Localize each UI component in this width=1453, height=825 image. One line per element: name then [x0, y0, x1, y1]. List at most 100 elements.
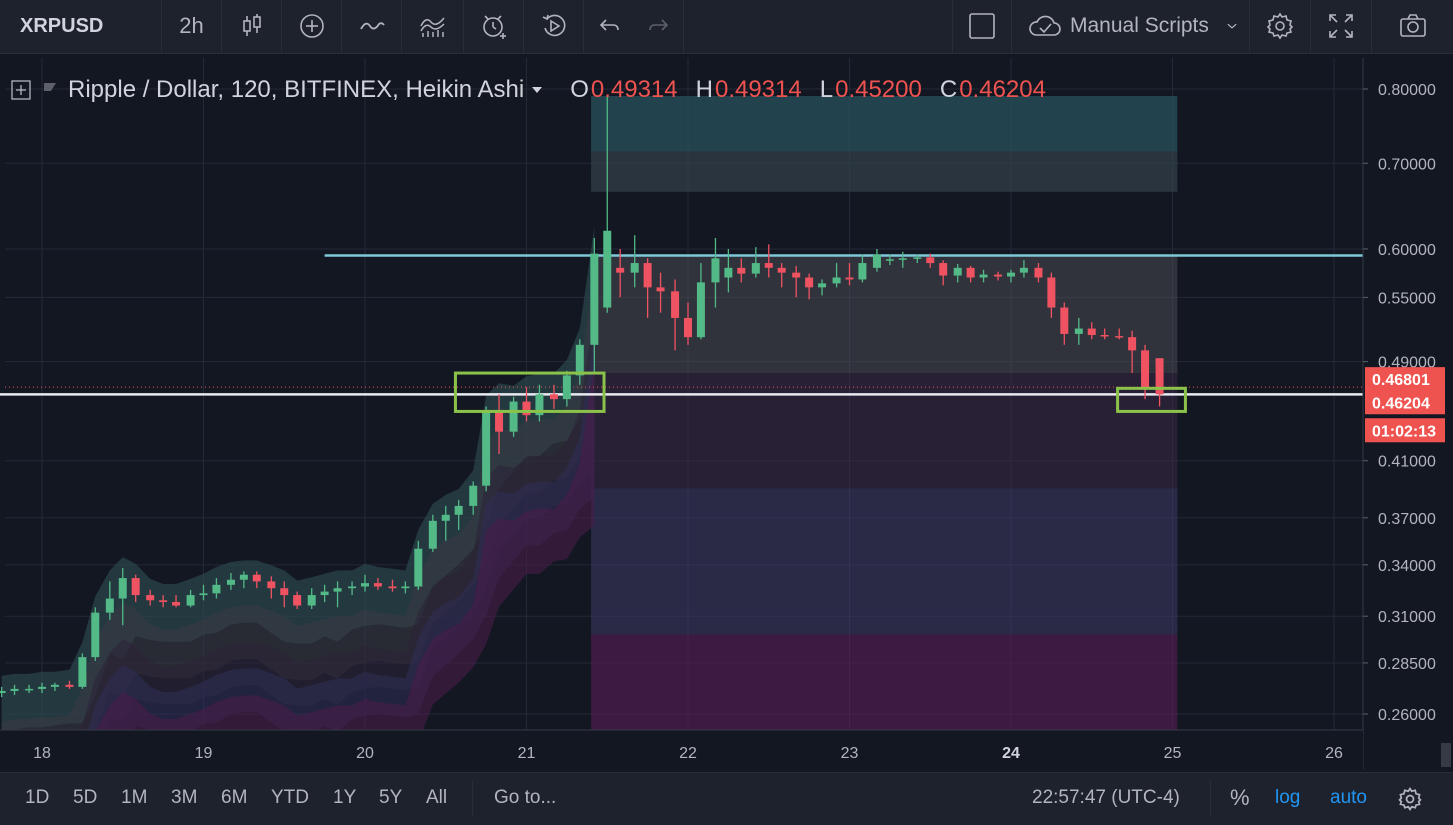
range-1d[interactable]: 1D: [25, 787, 50, 808]
candle-body: [1155, 358, 1164, 395]
candle-body: [1034, 267, 1043, 278]
candle-body: [293, 595, 302, 606]
caret-down-icon[interactable]: [530, 83, 544, 97]
candle: [845, 263, 854, 286]
band-low-1: [591, 373, 1178, 489]
candle-body: [590, 253, 599, 345]
range-all[interactable]: All: [426, 787, 448, 808]
candle: [737, 258, 746, 283]
candle-body: [38, 686, 46, 689]
time-tick-label: 20: [356, 745, 374, 762]
candle-body: [522, 401, 531, 416]
candle: [91, 607, 100, 661]
candle-body: [267, 581, 276, 589]
channel-low-area: [1, 309, 595, 770]
candle: [495, 394, 504, 454]
snapshot-button[interactable]: [1372, 0, 1453, 52]
time-tick-label: 18: [33, 745, 51, 762]
price-chart[interactable]: 0.800000.700000.600000.550000.490000.410…: [0, 58, 1453, 770]
candle-body: [105, 598, 114, 613]
candle: [764, 244, 773, 278]
candle-body: [1128, 337, 1137, 351]
candle: [590, 237, 599, 374]
candle: [428, 514, 437, 552]
candle-body: [441, 514, 450, 521]
time-tick-label: 21: [518, 745, 536, 762]
candle: [872, 248, 881, 272]
candle-body: [10, 688, 19, 691]
low-label: L: [819, 76, 834, 103]
candle: [172, 595, 181, 608]
indicators-button[interactable]: [342, 0, 402, 52]
close-label: C: [939, 76, 958, 103]
percent-toggle[interactable]: %: [1230, 785, 1250, 810]
redo-button[interactable]: [634, 0, 684, 52]
candle: [1141, 344, 1150, 400]
highlight-box: [453, 371, 606, 413]
replay-button[interactable]: [524, 0, 584, 52]
candle-body: [939, 263, 948, 276]
candle-body: [495, 411, 504, 432]
candle: [616, 248, 625, 298]
range-1m[interactable]: 1M: [121, 787, 148, 808]
collapse-square-icon[interactable]: [10, 79, 32, 101]
range-5y[interactable]: 5Y: [379, 787, 403, 808]
gear-icon[interactable]: [1397, 786, 1423, 812]
range-5d[interactable]: 5D: [73, 787, 98, 808]
candle-body: [65, 684, 74, 687]
interval-button[interactable]: 2h: [162, 0, 222, 52]
chart-area[interactable]: 0.80000 0.70000 0.60000 0.55000 0.49000 0.410…: [0, 58, 1453, 770]
candle-body: [333, 588, 342, 592]
candle-body: [535, 394, 544, 416]
candle: [320, 584, 329, 603]
candle: [212, 578, 221, 599]
undo-button[interactable]: [584, 0, 634, 52]
candle: [348, 581, 357, 596]
candle-body: [1060, 307, 1069, 334]
time-axis-bg: [0, 730, 1363, 770]
band-upper-2: [591, 151, 1178, 192]
candle: [562, 370, 571, 407]
candle: [1115, 328, 1124, 340]
candle: [65, 680, 74, 689]
alert-button[interactable]: [464, 0, 524, 52]
chart-legend: Ripple / Dollar, 120, BITFINEX, Heikin A…: [10, 76, 1046, 104]
templates-button[interactable]: [402, 0, 464, 52]
candle-body: [1141, 350, 1150, 388]
price-tick-label: 0.60000: [1378, 242, 1436, 259]
candle-body: [25, 688, 34, 691]
range-3m[interactable]: 3M: [171, 787, 198, 808]
candle: [939, 260, 948, 286]
legend-title[interactable]: Ripple / Dollar, 120, BITFINEX, Heikin A…: [68, 76, 525, 103]
candle: [751, 247, 760, 278]
candle: [1074, 317, 1083, 345]
candle-body: [994, 274, 1003, 277]
settings-button[interactable]: [1250, 0, 1311, 52]
high-value: 0.49314: [714, 76, 802, 103]
candle-body: [630, 263, 639, 273]
candles-icon: [242, 14, 261, 36]
fullscreen-button[interactable]: [1311, 0, 1372, 52]
layout-button[interactable]: [952, 0, 1012, 52]
symbol-search-button[interactable]: XRPUSD: [0, 0, 162, 52]
chart-type-button[interactable]: [222, 0, 282, 52]
candle: [146, 589, 155, 606]
candle-body: [1074, 328, 1083, 334]
log-toggle[interactable]: log: [1275, 787, 1301, 808]
range-ytd[interactable]: YTD: [271, 787, 309, 808]
manual-scripts-button[interactable]: Manual Scripts: [1012, 0, 1250, 52]
candle-body: [562, 375, 571, 400]
auto-toggle[interactable]: auto: [1330, 787, 1367, 808]
candle-body: [1087, 328, 1096, 336]
candle-body: [388, 586, 397, 589]
last-price-badge-bg: [1365, 390, 1445, 415]
range-1y[interactable]: 1Y: [333, 787, 357, 808]
compare-button[interactable]: [282, 0, 342, 52]
goto-button[interactable]: Go to...: [494, 787, 557, 808]
candle: [159, 595, 168, 608]
candle-body: [858, 263, 867, 280]
candle-body: [307, 595, 316, 606]
clock-display[interactable]: 22:57:47 (UTC-4): [1032, 787, 1180, 808]
candle-body: [724, 267, 733, 278]
range-6m[interactable]: 6M: [221, 787, 248, 808]
